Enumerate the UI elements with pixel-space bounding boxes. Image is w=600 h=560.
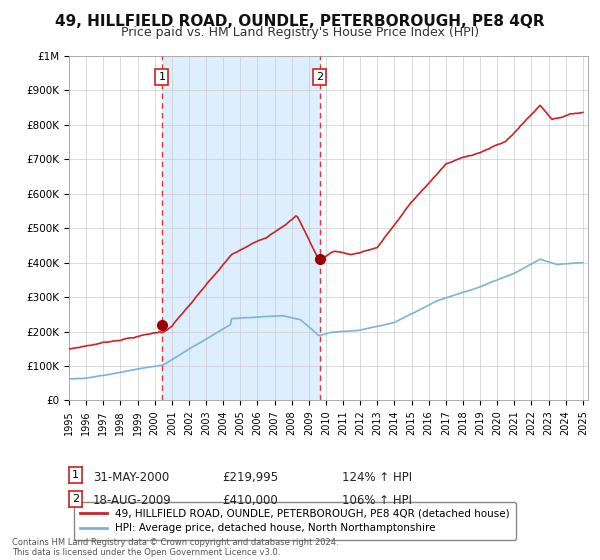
Text: 2: 2	[72, 494, 79, 504]
Text: Contains HM Land Registry data © Crown copyright and database right 2024.
This d: Contains HM Land Registry data © Crown c…	[12, 538, 338, 557]
Text: Price paid vs. HM Land Registry's House Price Index (HPI): Price paid vs. HM Land Registry's House …	[121, 26, 479, 39]
Text: 106% ↑ HPI: 106% ↑ HPI	[342, 493, 412, 507]
Text: 49, HILLFIELD ROAD, OUNDLE, PETERBOROUGH, PE8 4QR: 49, HILLFIELD ROAD, OUNDLE, PETERBOROUGH…	[55, 14, 545, 29]
Text: 18-AUG-2009: 18-AUG-2009	[93, 493, 172, 507]
Text: 31-MAY-2000: 31-MAY-2000	[93, 470, 169, 484]
Text: 2: 2	[316, 72, 323, 82]
Text: 124% ↑ HPI: 124% ↑ HPI	[342, 470, 412, 484]
Text: £410,000: £410,000	[222, 493, 278, 507]
Text: £219,995: £219,995	[222, 470, 278, 484]
Text: 1: 1	[158, 72, 166, 82]
Text: 1: 1	[72, 470, 79, 480]
Legend: 49, HILLFIELD ROAD, OUNDLE, PETERBOROUGH, PE8 4QR (detached house), HPI: Average: 49, HILLFIELD ROAD, OUNDLE, PETERBOROUGH…	[74, 502, 516, 540]
Bar	[162, 56, 320, 400]
